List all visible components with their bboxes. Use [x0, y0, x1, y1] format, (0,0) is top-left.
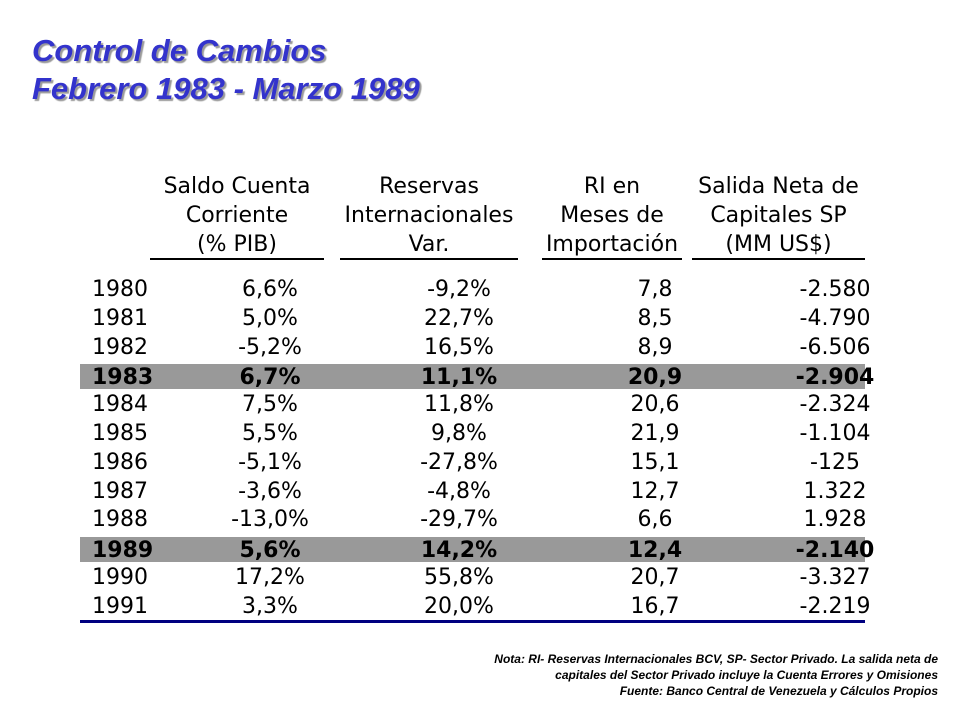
ri-meses-cell: 20,9: [627, 365, 683, 391]
salida-neta-cell: -4.790: [799, 305, 871, 331]
reservas-cell: -4,8%: [427, 478, 491, 504]
salida-neta-cell: -125: [810, 449, 860, 475]
year-cell: 1989: [92, 538, 154, 564]
footnote: Nota: RI- Reservas Internacionales BCV, …: [298, 651, 938, 699]
saldo-cell: -5,2%: [238, 334, 302, 360]
reservas-cell: 22,7%: [424, 305, 494, 331]
saldo-cell: -3,6%: [238, 478, 302, 504]
year-cell: 1984: [92, 392, 148, 418]
salida-neta-cell: 1.322: [803, 478, 867, 504]
table-row: 1991 3,3% 20,0% 16,7 -2.219: [80, 593, 870, 622]
saldo-cell: 7,5%: [242, 392, 298, 418]
reservas-cell: 11,8%: [424, 392, 494, 418]
year-cell: 1981: [92, 305, 148, 331]
reservas-cell: -29,7%: [420, 507, 498, 533]
reservas-cell: 16,5%: [424, 334, 494, 360]
table-row-highlighted: 1983 6,7% 11,1% 20,9 -2.904: [80, 362, 874, 392]
ri-meses-cell: 12,4: [627, 538, 683, 564]
ri-meses-cell: 8,5: [637, 305, 673, 331]
ri-meses-cell: 20,6: [630, 392, 680, 418]
ri-meses-cell: 8,9: [637, 334, 673, 360]
year-cell: 1988: [92, 507, 148, 533]
salida-neta-cell: -6.506: [799, 334, 871, 360]
reservas-cell: 20,0%: [424, 593, 494, 619]
year-cell: 1987: [92, 478, 148, 504]
year-cell: 1990: [92, 564, 148, 590]
header-reservas: Reservas Internacionales Var.: [340, 172, 518, 260]
ri-meses-cell: 6,6: [637, 507, 673, 533]
ri-meses-cell: 12,7: [630, 478, 680, 504]
table-row-highlighted: 1989 5,6% 14,2% 12,4 -2.140: [80, 535, 874, 564]
ri-meses-cell: 16,7: [630, 593, 680, 619]
slide-title: Control de Cambios Febrero 1983 - Marzo …: [32, 32, 420, 108]
table-bottom-rule: [80, 620, 865, 623]
year-cell: 1983: [92, 365, 154, 391]
reservas-cell: 11,1%: [420, 365, 498, 391]
reservas-cell: 9,8%: [431, 420, 487, 446]
table-row: 1987 -3,6% -4,8% 12,7 1.322: [80, 478, 866, 507]
table-row: 1981 5,0% 22,7% 8,5 -4.790: [80, 305, 870, 334]
salida-neta-cell: -1.104: [799, 420, 871, 446]
year-cell: 1986: [92, 449, 148, 475]
year-cell: 1980: [92, 277, 148, 302]
salida-neta-cell: -2.219: [799, 593, 871, 619]
title-line-2: Febrero 1983 - Marzo 1989: [32, 71, 420, 106]
title-line-1: Control de Cambios: [32, 33, 327, 68]
ri-meses-cell: 21,9: [630, 420, 680, 446]
ri-meses-cell: 20,7: [630, 564, 680, 590]
reservas-cell: 55,8%: [424, 564, 494, 590]
saldo-cell: -5,1%: [238, 449, 302, 475]
header-ri-meses: RI en Meses de Importación: [542, 172, 682, 260]
salida-neta-cell: -2.904: [795, 365, 875, 391]
table-row: 1980 6,6% -9,2% 7,8 -2.580: [80, 276, 870, 305]
reservas-cell: -27,8%: [420, 449, 498, 475]
salida-neta-cell: -2.140: [795, 538, 875, 564]
table-row: 1982 -5,2% 16,5% 8,9 -6.506: [80, 334, 870, 363]
saldo-cell: 5,0%: [242, 305, 298, 331]
note-line-3: Fuente: Banco Central de Venezuela y Cál…: [619, 684, 938, 698]
salida-neta-cell: -2.580: [799, 277, 871, 302]
table-header: Saldo Cuenta Corriente (% PIB) Reservas …: [150, 172, 865, 260]
saldo-cell: 6,7%: [239, 365, 301, 391]
reservas-cell: -9,2%: [427, 277, 491, 302]
saldo-cell: 5,5%: [242, 420, 298, 446]
year-cell: 1991: [92, 593, 148, 619]
note-line-2: capitales del Sector Privado incluye la …: [555, 668, 938, 682]
saldo-cell: 6,6%: [242, 277, 298, 302]
salida-neta-cell: -2.324: [799, 392, 871, 418]
table-row: 1986 -5,1% -27,8% 15,1 -125: [80, 449, 865, 478]
table-row: 1984 7,5% 11,8% 20,6 -2.324: [80, 391, 870, 420]
saldo-cell: 17,2%: [235, 564, 305, 590]
salida-neta-cell: -3.327: [799, 564, 871, 590]
saldo-cell: 3,3%: [242, 593, 298, 619]
year-cell: 1985: [92, 420, 148, 446]
table-row: 1990 17,2% 55,8% 20,7 -3.327: [80, 564, 870, 593]
salida-neta-cell: 1.928: [803, 507, 867, 533]
header-salida-neta: Salida Neta de Capitales SP (MM US$): [692, 172, 865, 260]
saldo-cell: -13,0%: [231, 507, 309, 533]
ri-meses-cell: 15,1: [630, 449, 680, 475]
header-saldo-cuenta: Saldo Cuenta Corriente (% PIB): [150, 172, 324, 260]
ri-meses-cell: 7,8: [637, 277, 673, 302]
table-row: 1988 -13,0% -29,7% 6,6 1.928: [80, 506, 866, 535]
table-row: 1985 5,5% 9,8% 21,9 -1.104: [80, 420, 870, 449]
year-cell: 1982: [92, 334, 148, 360]
note-line-1: Nota: RI- Reservas Internacionales BCV, …: [494, 652, 938, 666]
saldo-cell: 5,6%: [239, 538, 301, 564]
reservas-cell: 14,2%: [420, 538, 498, 564]
table-body: 1980 6,6% -9,2% 7,8 -2.580 1981 5,0% 22,7% 8,5 -4…: [80, 276, 874, 622]
